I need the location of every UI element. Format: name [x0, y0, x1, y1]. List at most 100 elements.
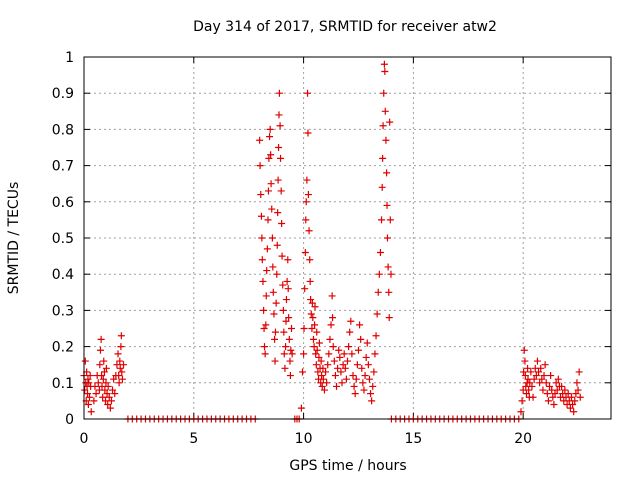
data-point: [576, 393, 584, 401]
data-point: [575, 368, 583, 376]
data-point: [353, 361, 361, 369]
x-tick-label: 0: [80, 431, 89, 447]
data-point: [267, 151, 275, 159]
data-point: [304, 129, 312, 137]
y-tick-label: 0.3: [52, 303, 74, 319]
data-point: [541, 361, 549, 369]
data-point: [118, 368, 126, 376]
data-point: [278, 220, 286, 228]
data-point: [311, 303, 319, 311]
data-point: [273, 270, 281, 278]
data-point: [301, 248, 309, 256]
data-point: [298, 368, 306, 376]
data-point: [364, 361, 372, 369]
data-point: [345, 343, 353, 351]
data-point: [329, 343, 337, 351]
data-point: [94, 379, 102, 387]
data-point: [369, 382, 377, 390]
data-point: [379, 154, 387, 162]
data-point: [282, 317, 290, 325]
data-point: [256, 136, 264, 144]
data-point: [279, 306, 287, 314]
data-point: [285, 335, 293, 343]
data-markers: [80, 60, 584, 423]
data-point: [347, 317, 355, 325]
data-point: [547, 372, 555, 380]
data-point: [271, 357, 279, 365]
data-point: [86, 372, 94, 380]
data-point: [109, 386, 117, 394]
data-point: [257, 191, 265, 199]
data-point: [522, 390, 530, 398]
data-point: [314, 368, 322, 376]
data-point: [381, 67, 389, 75]
data-point: [271, 335, 279, 343]
y-tick-label: 0.6: [52, 195, 74, 211]
data-point: [365, 375, 373, 383]
data-point: [92, 390, 100, 398]
data-point: [315, 339, 323, 347]
data-point: [551, 390, 559, 398]
data-point: [263, 267, 271, 275]
data-point: [544, 397, 552, 405]
data-point: [521, 357, 529, 365]
data-point: [341, 364, 349, 372]
data-point: [282, 343, 290, 351]
data-point: [549, 393, 557, 401]
data-point: [539, 386, 547, 394]
x-tick-label: 20: [514, 431, 532, 447]
data-point: [268, 234, 276, 242]
data-point: [258, 234, 266, 242]
data-point: [266, 125, 274, 133]
y-tick-label: 0.5: [52, 231, 74, 247]
data-point: [528, 382, 536, 390]
data-point: [378, 183, 386, 191]
data-point: [535, 368, 543, 376]
data-point: [372, 332, 380, 340]
data-point: [360, 386, 368, 394]
data-point: [537, 364, 545, 372]
data-point: [97, 335, 105, 343]
data-point: [380, 60, 388, 68]
data-point: [271, 328, 279, 336]
data-point: [571, 397, 579, 405]
data-point: [96, 361, 104, 369]
data-point: [87, 408, 95, 416]
data-point: [81, 357, 89, 365]
data-point: [261, 350, 269, 358]
data-point: [302, 198, 310, 206]
data-point: [300, 350, 308, 358]
data-point: [264, 216, 272, 224]
data-point: [561, 386, 569, 394]
y-tick-label: 0: [65, 412, 74, 428]
data-point: [318, 382, 326, 390]
data-point: [117, 332, 125, 340]
data-point: [328, 292, 336, 300]
data-point: [350, 382, 358, 390]
y-tick-label: 0.1: [52, 376, 74, 392]
data-point: [375, 270, 383, 278]
data-point: [554, 375, 562, 383]
data-point: [113, 361, 121, 369]
data-point: [101, 386, 109, 394]
data-point: [383, 169, 391, 177]
data-point: [520, 368, 528, 376]
data-point: [278, 252, 286, 260]
data-point: [387, 270, 395, 278]
data-point: [310, 343, 318, 351]
data-point: [338, 379, 346, 387]
data-point: [116, 357, 124, 365]
data-point: [362, 353, 370, 361]
data-point: [81, 386, 89, 394]
plot-frame: [83, 56, 612, 420]
data-point: [114, 350, 122, 358]
y-tick-label: 0.9: [52, 86, 74, 102]
data-point: [305, 227, 313, 235]
data-point: [386, 118, 394, 126]
data-point: [373, 310, 381, 318]
data-point: [91, 382, 99, 390]
data-point: [319, 364, 327, 372]
data-point: [569, 401, 577, 409]
data-point: [98, 382, 106, 390]
data-point: [286, 357, 294, 365]
